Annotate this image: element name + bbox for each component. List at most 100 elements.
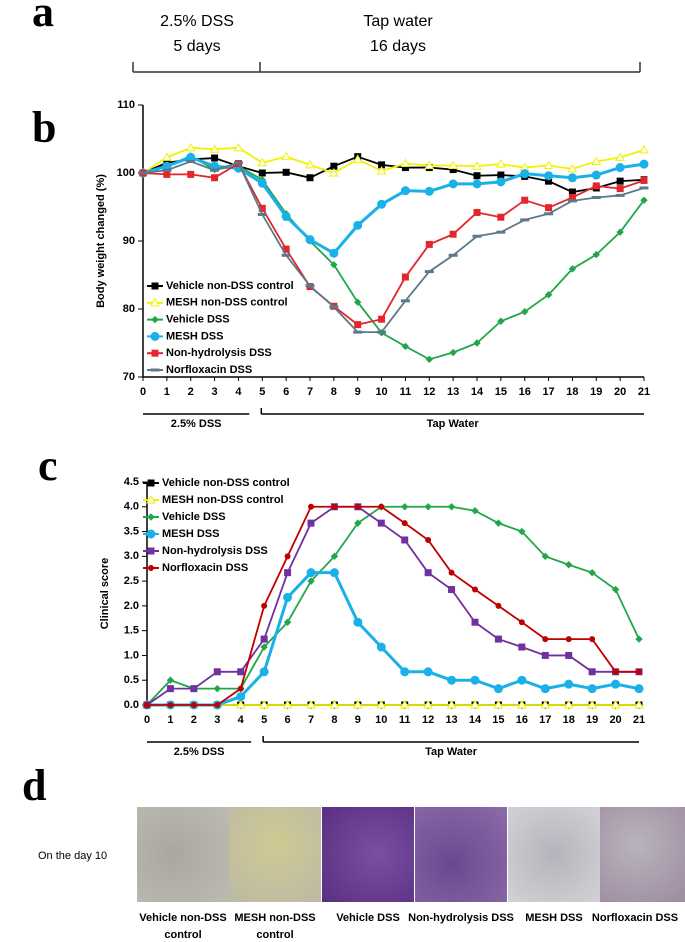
marker [517, 675, 527, 685]
legend-label: Non-hydrolysis DSS [166, 347, 272, 359]
x-tick-label: 2 [188, 386, 194, 398]
marker [589, 636, 596, 643]
series [138, 159, 649, 334]
x-tick-label: 12 [423, 386, 435, 398]
photo-label: MESH DSS [525, 912, 583, 924]
x-tick-label: 18 [566, 386, 578, 398]
panel-letter: a [32, 0, 54, 36]
x-tick-label: 5 [261, 714, 267, 726]
marker [425, 536, 432, 543]
marker [449, 230, 457, 238]
marker [516, 699, 527, 709]
photo [229, 807, 321, 902]
marker [329, 248, 339, 258]
marker [565, 561, 573, 569]
marker [185, 142, 196, 152]
marker [354, 321, 362, 329]
photo [322, 807, 414, 902]
marker [521, 308, 529, 316]
marker [610, 699, 621, 709]
marker [634, 699, 644, 709]
marker [401, 503, 409, 511]
marker [282, 699, 293, 709]
marker [307, 577, 315, 585]
legend-marker [151, 349, 159, 357]
photo-label: MESH non-DSS control [234, 912, 316, 941]
marker [591, 156, 602, 165]
marker [190, 685, 198, 693]
marker [497, 213, 505, 221]
marker [568, 265, 577, 273]
series [138, 142, 649, 177]
legend-label: Norfloxacin DSS [162, 562, 248, 574]
marker [423, 667, 433, 677]
marker [166, 676, 175, 684]
photo-label: Non-hydrolysis DSS [408, 912, 514, 924]
marker [283, 618, 292, 626]
marker [235, 699, 246, 709]
series-line [142, 155, 645, 193]
legend-marker [146, 529, 156, 539]
marker [635, 635, 643, 643]
marker [470, 675, 480, 685]
marker [639, 144, 649, 154]
x-tick-label: 19 [586, 714, 598, 726]
marker [354, 298, 362, 306]
x-tick-label: 0 [144, 714, 150, 726]
marker [640, 196, 648, 204]
marker [376, 165, 387, 175]
marker [233, 142, 244, 152]
marker [472, 586, 478, 593]
marker [518, 643, 526, 651]
marker [233, 161, 243, 165]
legend-label: MESH non-DSS control [162, 494, 284, 506]
series-line [146, 505, 639, 706]
marker [328, 167, 339, 177]
marker [209, 144, 220, 153]
marker [257, 178, 267, 188]
phase-label: Tap Water [425, 746, 478, 758]
legend-marker [147, 513, 155, 521]
marker [211, 174, 219, 182]
marker [616, 177, 624, 185]
marker [446, 699, 457, 709]
phase-label: Tap Water [427, 418, 480, 430]
marker [541, 552, 549, 561]
marker [567, 173, 577, 183]
marker [615, 193, 625, 197]
marker [592, 250, 600, 259]
series-line [147, 505, 639, 706]
marker [473, 208, 481, 216]
marker [377, 199, 387, 209]
marker [258, 169, 266, 177]
marker [401, 273, 409, 281]
marker [378, 315, 386, 323]
y-axis-label: Body weight changed (%) [95, 174, 107, 308]
marker [494, 635, 502, 643]
legend-label: Norfloxacin DSS [166, 364, 252, 376]
y-tick-label: 3.5 [124, 525, 139, 537]
marker [257, 157, 268, 167]
marker [470, 699, 480, 709]
marker [305, 235, 315, 245]
marker [448, 253, 458, 257]
marker [493, 684, 503, 694]
x-tick-label: 13 [445, 714, 457, 726]
y-tick-label: 80 [123, 303, 135, 315]
marker [425, 355, 433, 364]
x-tick-label: 9 [355, 386, 361, 398]
marker [518, 619, 525, 626]
legend-marker [146, 494, 156, 504]
marker [424, 186, 434, 196]
marker [542, 636, 549, 643]
y-tick-label: 1.5 [124, 625, 139, 637]
photo [137, 807, 229, 902]
marker [495, 602, 502, 609]
x-tick-label: 4 [238, 714, 245, 726]
x-tick-label: 3 [212, 386, 218, 398]
marker [611, 585, 620, 594]
marker [497, 317, 505, 325]
marker [447, 503, 456, 511]
marker [616, 185, 624, 193]
